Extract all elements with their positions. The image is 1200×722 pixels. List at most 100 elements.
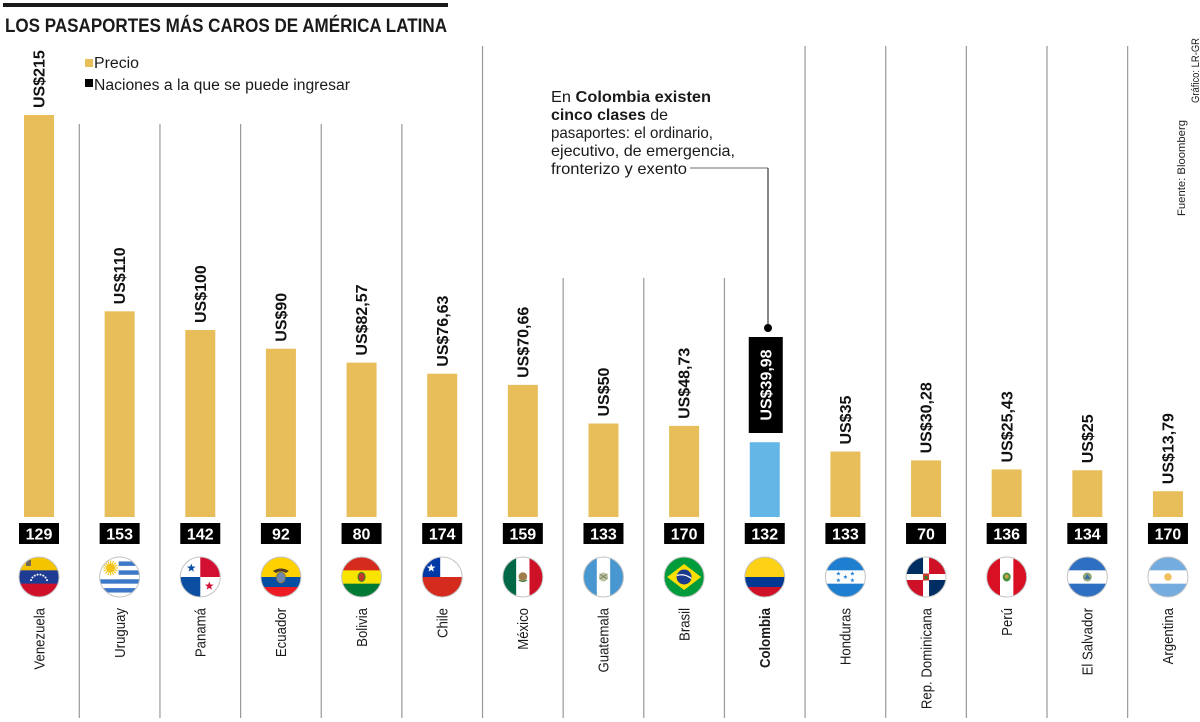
flag-fill bbox=[341, 557, 382, 597]
flag-outline bbox=[179, 556, 221, 598]
flag-outline bbox=[1066, 556, 1108, 598]
flag-emblem bbox=[518, 579, 528, 583]
column-venezuela: US$215 129 Venezuela bbox=[18, 50, 60, 670]
annotation-text: de bbox=[646, 107, 668, 124]
price-bar bbox=[1072, 470, 1103, 517]
annotation-line: En Colombia existen bbox=[551, 89, 711, 106]
country-label: Perú bbox=[998, 608, 1015, 636]
flag-sun-ray bbox=[114, 569, 118, 572]
nations-count-box bbox=[19, 523, 59, 544]
nations-count-label: 142 bbox=[187, 527, 214, 544]
flag-stripe bbox=[929, 557, 947, 574]
flag-band bbox=[676, 574, 692, 580]
flag-stripe bbox=[825, 557, 866, 571]
flag-star bbox=[836, 578, 841, 583]
flag-stripe bbox=[260, 557, 301, 577]
price-label: US$100 bbox=[193, 265, 210, 323]
flag-stripe bbox=[744, 587, 785, 597]
chile-flag-icon bbox=[421, 556, 463, 598]
country-label: Bolivia bbox=[353, 608, 370, 647]
flag-outline bbox=[341, 556, 383, 598]
column-ecuador: US$90 92 Ecuador bbox=[260, 293, 302, 657]
flag-outline bbox=[582, 556, 624, 598]
highlight-label-box bbox=[748, 337, 783, 433]
price-label: US$35 bbox=[838, 396, 855, 445]
column-uruguay: US$110 153 Uruguay bbox=[99, 247, 141, 658]
flag-fill bbox=[19, 557, 59, 597]
column-panama: US$100 142 Panamá bbox=[179, 265, 221, 657]
column-peru: US$25,43 136 Perú bbox=[986, 391, 1028, 636]
flag-stripe bbox=[583, 557, 598, 597]
nations-count-box bbox=[1147, 523, 1188, 544]
price-label: US$25 bbox=[1080, 414, 1097, 463]
argentina-flag-icon bbox=[1147, 556, 1189, 598]
flag-stripe bbox=[825, 583, 866, 597]
flag-stripe bbox=[99, 588, 140, 593]
nations-count-label: 170 bbox=[671, 527, 698, 544]
nations-count-label: 134 bbox=[1074, 527, 1101, 544]
price-bar bbox=[749, 442, 780, 517]
price-bar bbox=[104, 311, 135, 517]
flag-fill bbox=[986, 557, 1027, 597]
nations-count-label: 136 bbox=[993, 527, 1020, 544]
flag-sun-ray bbox=[104, 570, 108, 574]
price-label: US$25,43 bbox=[999, 391, 1016, 462]
flag-fill bbox=[99, 557, 140, 597]
nations-count-label: 133 bbox=[832, 527, 859, 544]
price-bar bbox=[24, 115, 54, 517]
price-bar bbox=[427, 373, 458, 517]
panama-flag-icon bbox=[179, 556, 221, 598]
flag-sun-ray bbox=[103, 564, 107, 567]
country-label: Argentina bbox=[1159, 608, 1176, 665]
rep-dominicana-flag-icon bbox=[905, 556, 947, 598]
price-bar bbox=[669, 425, 700, 517]
flag-emblem bbox=[276, 571, 286, 584]
chart-title: LOS PASAPORTES MÁS CAROS DE AMÉRICA LATI… bbox=[5, 15, 447, 37]
flag-fill bbox=[583, 557, 624, 597]
price-label: US$13,79 bbox=[1161, 413, 1178, 484]
nations-count-label: 129 bbox=[26, 527, 53, 544]
brasil-flag-icon bbox=[663, 556, 705, 598]
country-label: Rep. Dominicana bbox=[917, 608, 934, 709]
nations-count-label: 92 bbox=[272, 527, 290, 544]
price-bar bbox=[911, 460, 942, 517]
annotation-leader-dot bbox=[764, 324, 772, 332]
guatemala-flag-icon bbox=[582, 556, 624, 598]
flag-outline bbox=[260, 556, 302, 598]
nations-count-box bbox=[99, 523, 140, 544]
flag-emblem bbox=[26, 560, 31, 566]
flag-outline bbox=[744, 556, 786, 598]
annotation-line: fronterizo y exento bbox=[551, 161, 687, 178]
nations-count-label: 153 bbox=[106, 527, 133, 544]
flag-star bbox=[44, 576, 47, 579]
price-label: US$48,73 bbox=[677, 348, 694, 419]
flag-emblem bbox=[1004, 574, 1009, 579]
flag-stripe bbox=[99, 561, 140, 566]
flag-fill bbox=[502, 557, 543, 597]
nations-count-box bbox=[1067, 523, 1108, 544]
price-bar bbox=[1152, 491, 1183, 517]
flag-sun-ray bbox=[103, 569, 107, 572]
flag-sun-ray bbox=[114, 564, 118, 567]
flag-sun-ray bbox=[113, 562, 117, 566]
nations-count-label: 174 bbox=[429, 527, 456, 544]
chart-columns: US$215 129 Venezuela US$110 153 Uruguay US$100… bbox=[18, 50, 1189, 709]
flag-fill bbox=[744, 557, 785, 597]
flag-fill bbox=[825, 557, 866, 597]
price-bar bbox=[830, 451, 861, 517]
flag-stripe bbox=[99, 579, 140, 584]
flag-sun bbox=[106, 563, 116, 573]
nations-count-box bbox=[906, 523, 947, 544]
flag-star bbox=[33, 574, 36, 577]
column-colombia: US$39,98 132 Colombia bbox=[744, 337, 786, 668]
country-label: México bbox=[514, 608, 531, 650]
column-el-salvador: US$25 134 El Salvador bbox=[1066, 414, 1108, 675]
nations-count-box bbox=[502, 523, 543, 544]
flag-outline bbox=[421, 556, 463, 598]
annotation-line: pasaportes: el ordinario, bbox=[551, 125, 713, 142]
flag-sun-ray bbox=[107, 571, 110, 576]
flag-star bbox=[42, 574, 45, 577]
flag-sun-ray bbox=[107, 560, 110, 565]
nations-count-label: 170 bbox=[1155, 527, 1182, 544]
